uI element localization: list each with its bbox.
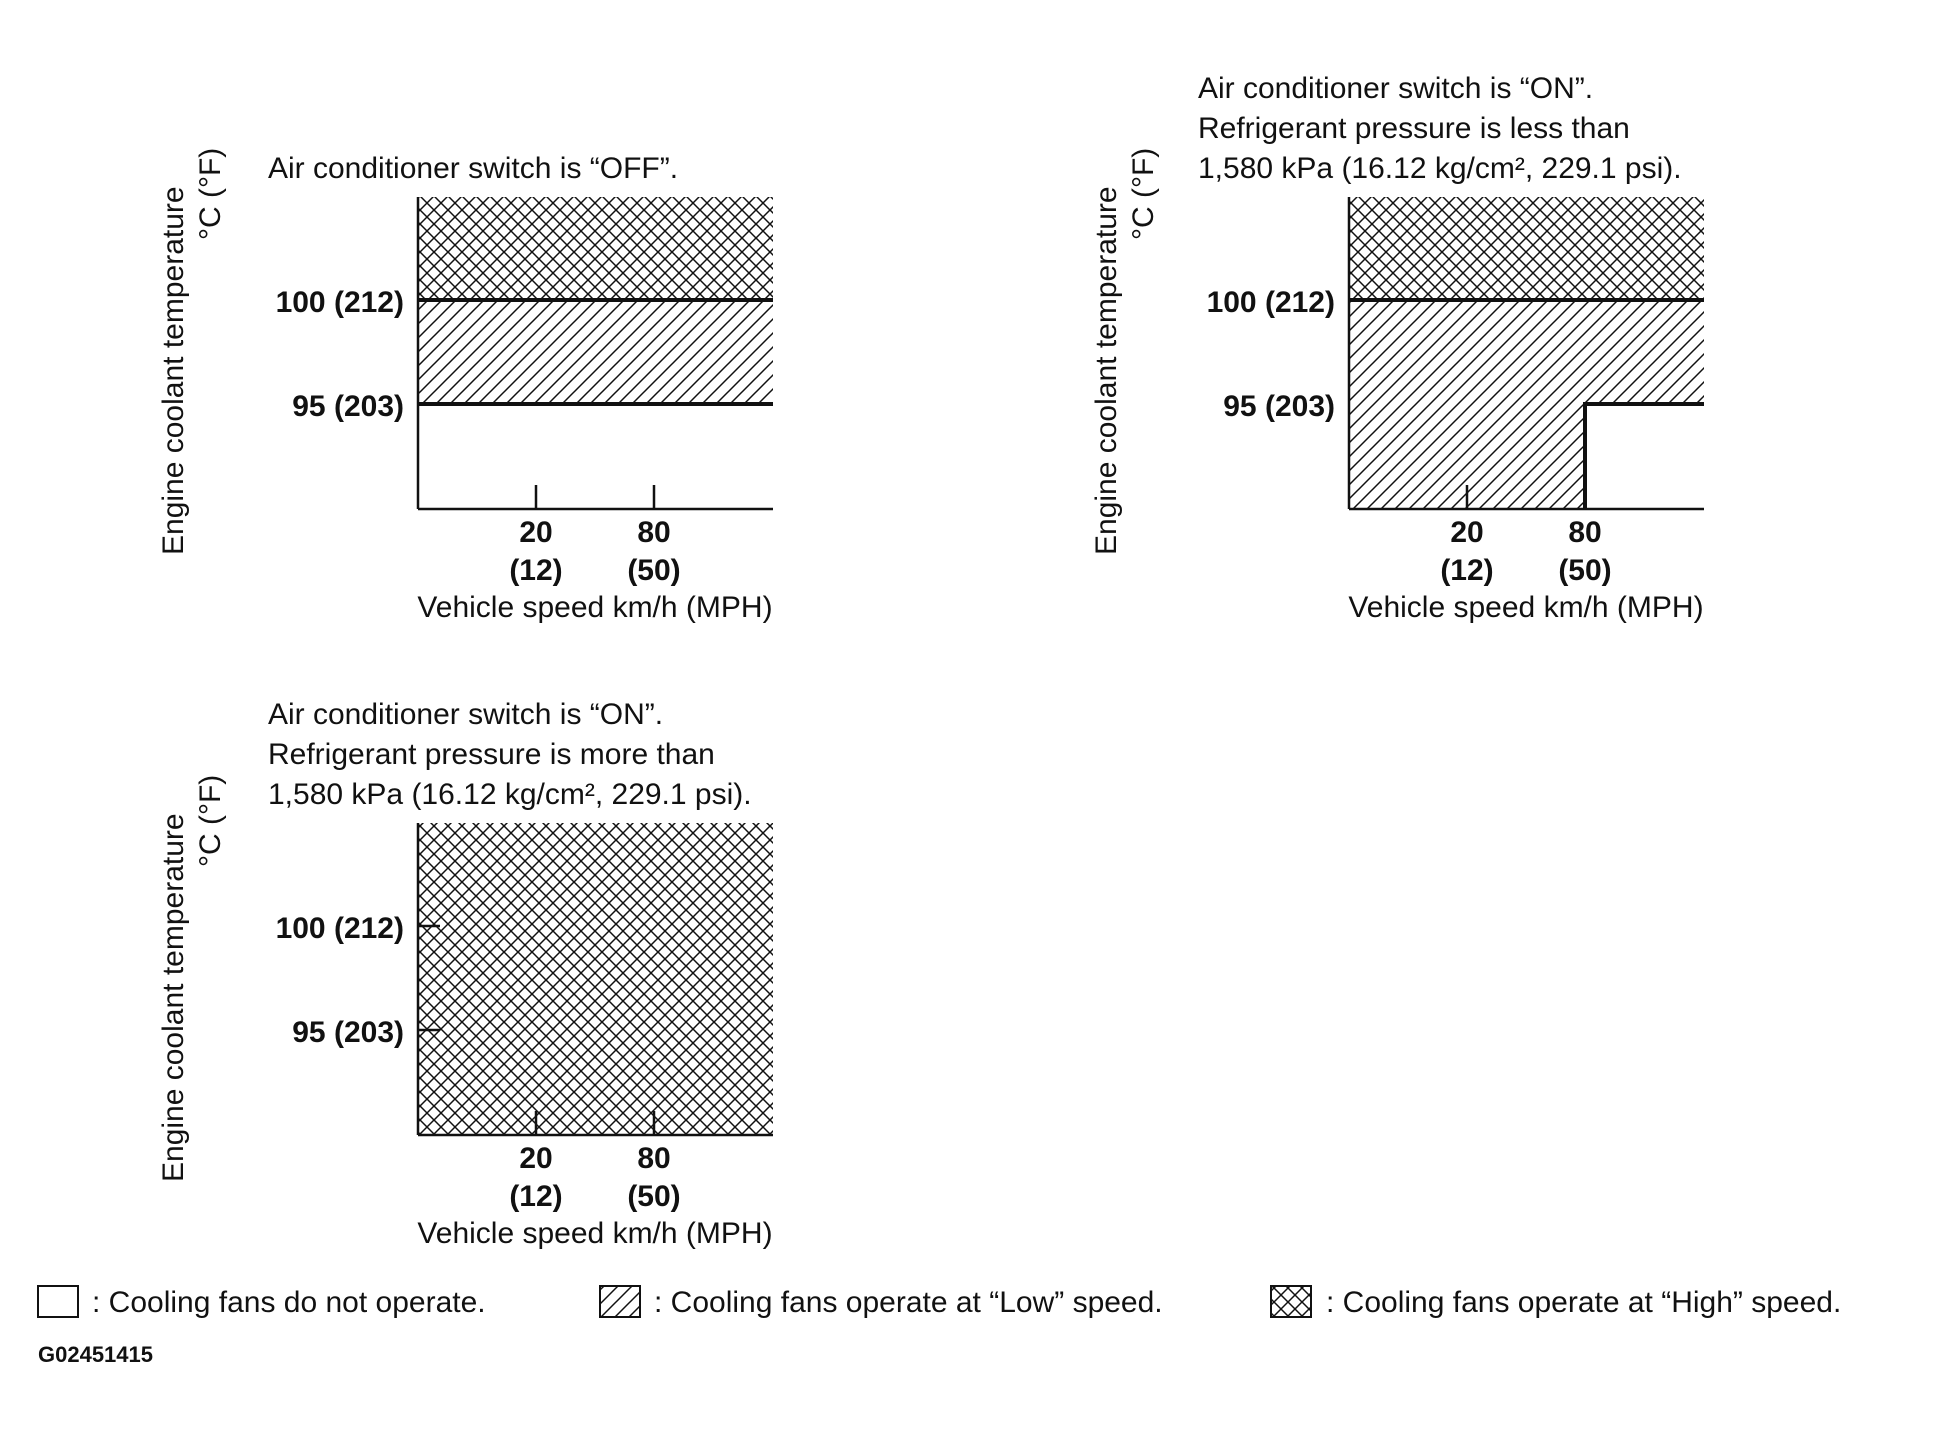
legend-label-high: : Cooling fans operate at “High” speed. — [1326, 1286, 1841, 1319]
x-tick-label-20: 20 — [1450, 516, 1483, 549]
x-tick-label-50: (50) — [627, 554, 680, 587]
y-axis-label: Engine coolant temperature — [1090, 186, 1123, 555]
y-axis-unit: °C (°F) — [1127, 148, 1160, 240]
threshold-95-step — [1583, 402, 1704, 509]
x-tick-label-12: (12) — [509, 554, 562, 587]
x-tick-label-80: 80 — [637, 516, 670, 549]
y-tick-95: 95 (203) — [292, 1016, 404, 1049]
y-tick-100: 100 (212) — [1207, 286, 1335, 319]
condition-line: Refrigerant pressure is more than — [268, 738, 715, 771]
y-axis-unit: °C (°F) — [194, 775, 227, 867]
legend-swatch-off — [37, 1285, 79, 1318]
condition-line: Air conditioner switch is “ON”. — [268, 698, 663, 731]
x-tick-label-20: 20 — [519, 516, 552, 549]
y-axis-label: Engine coolant temperature — [157, 186, 190, 555]
x-tick-label-20: 20 — [519, 1142, 552, 1175]
condition-line: 1,580 kPa (16.12 kg/cm², 229.1 psi). — [268, 778, 752, 811]
y-axis-label: Engine coolant temperature — [157, 813, 190, 1182]
x-axis-label: Vehicle speed km/h (MPH) — [1348, 591, 1703, 624]
y-tick-95: 95 (203) — [292, 390, 404, 423]
condition-line: Air conditioner switch is “ON”. — [1198, 72, 1593, 105]
condition-line: Air conditioner switch is “OFF”. — [268, 152, 678, 185]
y-tick-95: 95 (203) — [1223, 390, 1335, 423]
high-speed-zone — [1349, 197, 1704, 300]
y-tick-100: 100 (212) — [276, 912, 404, 945]
condition-line: 1,580 kPa (16.12 kg/cm², 229.1 psi). — [1198, 152, 1682, 185]
x-tick-label-50: (50) — [1558, 554, 1611, 587]
panel-ac-on-high-pressure: Engine coolant temperature °C (°F) Air c… — [157, 698, 773, 1250]
legend: : Cooling fans do not operate. : Cooling… — [37, 1285, 1841, 1319]
panel-ac-on-low-pressure: Engine coolant temperature °C (°F) Air c… — [1090, 72, 1704, 624]
x-tick-label-50: (50) — [627, 1180, 680, 1213]
x-axis-label: Vehicle speed km/h (MPH) — [417, 591, 772, 624]
x-axis-label: Vehicle speed km/h (MPH) — [417, 1217, 772, 1250]
legend-label-off: : Cooling fans do not operate. — [92, 1286, 486, 1319]
low-speed-zone — [418, 300, 773, 404]
low-speed-zone — [1349, 300, 1704, 404]
y-axis-unit: °C (°F) — [194, 148, 227, 240]
condition-line: Refrigerant pressure is less than — [1198, 112, 1630, 145]
x-tick-label-80: 80 — [637, 1142, 670, 1175]
x-tick-label-12: (12) — [1440, 554, 1493, 587]
y-tick-100: 100 (212) — [276, 286, 404, 319]
high-speed-zone — [418, 823, 773, 1135]
figure-code: G02451415 — [38, 1342, 153, 1367]
x-tick-label-12: (12) — [509, 1180, 562, 1213]
high-speed-zone — [418, 197, 773, 300]
x-tick-label-80: 80 — [1568, 516, 1601, 549]
legend-swatch-high — [1270, 1285, 1312, 1318]
panel-ac-off: Engine coolant temperature °C (°F) Air c… — [157, 148, 773, 624]
legend-swatch-low — [599, 1285, 641, 1318]
legend-label-low: : Cooling fans operate at “Low” speed. — [654, 1286, 1163, 1319]
